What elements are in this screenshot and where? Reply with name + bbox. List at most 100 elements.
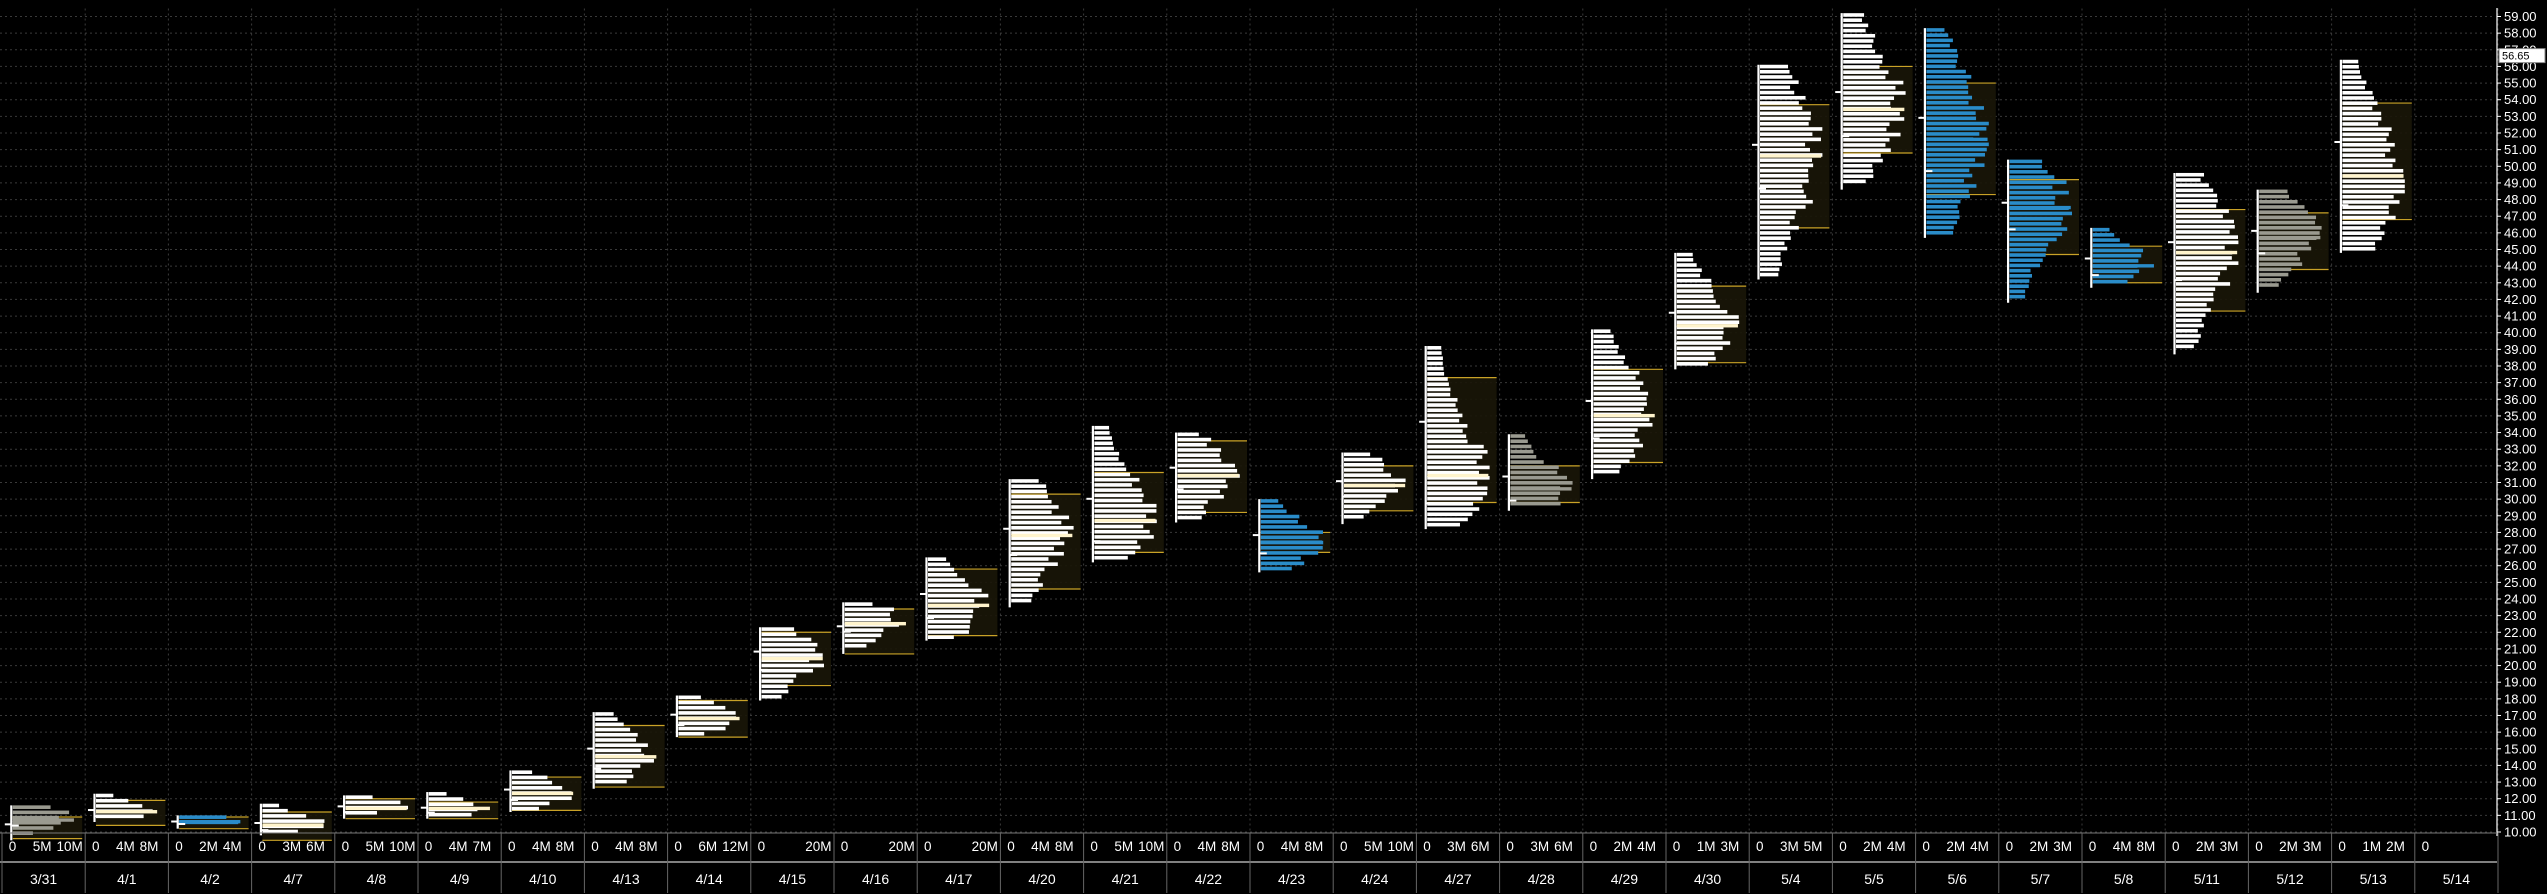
price-tick-label: 38.00 — [2504, 359, 2537, 374]
volume-bar — [2342, 153, 2386, 157]
volume-bar — [1926, 225, 1954, 230]
volume-bar — [1926, 215, 1960, 219]
volume-bar — [2176, 209, 2229, 213]
volume-bar — [428, 802, 474, 807]
volume-scale-label: 0 — [2422, 839, 2430, 854]
volume-bar — [1094, 524, 1144, 529]
volume-bar — [1593, 428, 1638, 432]
session-profile — [2168, 172, 2246, 355]
date-label: 5/8 — [2114, 871, 2134, 887]
volume-bar — [2342, 90, 2373, 95]
volume-bar — [2342, 142, 2395, 147]
volume-bar — [1177, 432, 1199, 437]
volume-scale-label: 2M — [1863, 839, 1882, 854]
volume-bar — [1926, 210, 1960, 214]
volume-bar — [678, 705, 726, 710]
price-tick-label: 40.00 — [2504, 325, 2537, 340]
volume-bar — [1094, 425, 1110, 430]
volume-bar — [2009, 170, 2048, 174]
session-profile — [1585, 329, 1663, 480]
volume-bar — [928, 557, 947, 561]
volume-bar — [1593, 360, 1624, 365]
volume-bar — [2176, 214, 2223, 219]
volume-bar — [1676, 258, 1694, 262]
volume-bar — [1427, 460, 1477, 465]
volume-bar — [761, 684, 788, 689]
volume-bar — [2092, 274, 2134, 279]
session-profile — [1835, 13, 1913, 190]
volume-bar — [12, 815, 59, 820]
volume-bar — [2176, 224, 2235, 229]
poc-bar — [844, 621, 906, 626]
volume-bar — [2176, 256, 2232, 260]
volume-bar — [1843, 39, 1874, 43]
volume-scale-label: 2M — [2196, 839, 2215, 854]
volume-bar — [1676, 320, 1740, 325]
volume-bar — [595, 758, 654, 763]
volume-bar — [1094, 436, 1112, 440]
volume-bar — [1843, 174, 1874, 178]
volume-scale-label: 4M — [1281, 839, 1300, 854]
volume-bar — [595, 722, 624, 727]
volume-bar — [1011, 489, 1047, 494]
volume-scale-label: 6M — [1554, 839, 1573, 854]
volume-bar — [2176, 344, 2194, 349]
volume-bar — [2342, 215, 2396, 220]
volume-bar — [1676, 294, 1714, 299]
volume-bar — [595, 738, 637, 742]
price-tick-label: 17.00 — [2504, 708, 2537, 723]
volume-bar — [1676, 304, 1720, 309]
volume-bar — [1260, 499, 1279, 503]
volume-bar — [1427, 512, 1473, 517]
volume-bar — [2342, 200, 2400, 204]
volume-bar — [2009, 248, 2047, 252]
date-label: 5/4 — [1781, 871, 1801, 887]
volume-bar — [2342, 101, 2378, 105]
volume-bar — [1843, 80, 1904, 85]
volume-bar — [1760, 257, 1781, 261]
poc-bar — [1593, 413, 1655, 418]
volume-bar — [844, 602, 873, 606]
volume-bar — [2009, 201, 2055, 205]
session-profile — [1668, 252, 1747, 370]
volume-bar — [678, 731, 705, 736]
volume-bar — [1926, 126, 1987, 131]
volume-bar — [2176, 240, 2239, 245]
price-tick-label: 31.00 — [2504, 475, 2537, 490]
volume-scale-label: 10M — [56, 839, 82, 854]
price-tick-label: 36.00 — [2504, 392, 2537, 407]
volume-scale-label: 0 — [342, 839, 350, 854]
price-tick-label: 12.00 — [2504, 791, 2537, 806]
volume-bar — [1427, 346, 1442, 350]
volume-bar — [1011, 499, 1052, 504]
volume-bar — [1177, 458, 1222, 463]
volume-bar — [1427, 496, 1483, 501]
volume-bar — [1427, 470, 1479, 475]
poc-bar — [1344, 483, 1406, 488]
session-profile — [504, 770, 582, 813]
price-tick-label: 53.00 — [2504, 109, 2537, 124]
volume-bar — [2009, 185, 2053, 190]
volume-bar — [844, 638, 876, 643]
volume-bar — [844, 628, 884, 632]
volume-bar — [1427, 372, 1445, 376]
volume-bar — [1843, 111, 1900, 116]
volume-bar — [1926, 168, 1970, 173]
volume-bar — [1843, 132, 1901, 137]
session-profile — [1419, 346, 1497, 530]
volume-bar — [1926, 80, 1967, 84]
volume-bar — [2259, 189, 2288, 194]
volume-bar — [1676, 346, 1723, 351]
volume-bar — [1344, 468, 1384, 472]
volume-bar — [1593, 365, 1629, 370]
volume-bar — [1843, 127, 1887, 132]
volume-bar — [1593, 370, 1640, 375]
volume-bar — [1011, 577, 1038, 582]
volume-bar — [1427, 491, 1488, 496]
volume-bar — [1177, 494, 1224, 499]
volume-bar — [2009, 227, 2068, 231]
volume-bar — [345, 800, 401, 805]
volume-bar — [595, 764, 641, 768]
